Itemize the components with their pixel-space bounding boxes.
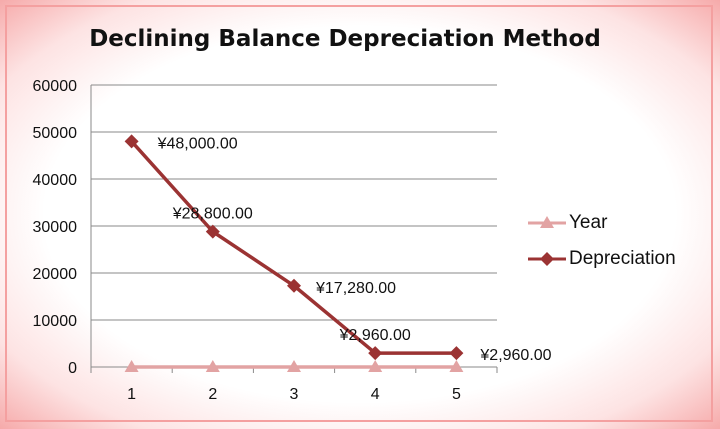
data-label: ¥28,800.00: [172, 206, 253, 223]
data-point-year: [287, 360, 301, 372]
legend-item-depreciation: Depreciation: [526, 241, 676, 277]
x-tick-label: 5: [452, 386, 461, 403]
legend-label-year: Year: [569, 212, 608, 233]
data-point-depreciation: [124, 134, 139, 149]
x-tick-label: 3: [290, 386, 299, 403]
data-label: ¥17,280.00: [315, 280, 396, 297]
y-tick-label: 0: [68, 360, 77, 377]
y-tick-label: 30000: [33, 219, 78, 236]
data-point-year: [368, 360, 383, 372]
y-tick-label: 10000: [33, 313, 78, 330]
y-tick-label: 50000: [33, 125, 78, 142]
chart-border: [5, 5, 713, 422]
legend-item-year: Year: [526, 205, 676, 241]
data-point-year: [449, 360, 464, 372]
legend: Year Depreciation: [526, 205, 676, 277]
y-tick-label: 40000: [33, 172, 78, 189]
x-tick-label: 2: [208, 386, 217, 403]
x-tick-label: 1: [127, 386, 136, 403]
legend-swatch-depreciation: [526, 249, 568, 269]
data-point-year: [205, 360, 220, 372]
chart-title: Declining Balance Depreciation Method: [89, 26, 601, 52]
data-point-depreciation: [205, 224, 220, 239]
data-point-depreciation: [368, 346, 383, 361]
data-point-depreciation: [449, 346, 464, 361]
legend-swatch-year: [526, 213, 568, 233]
data-point-year: [124, 360, 139, 372]
x-tick-label: 4: [371, 386, 380, 403]
legend-label-depreciation: Depreciation: [569, 248, 676, 269]
data-label: ¥48,000.00: [157, 135, 238, 152]
series-line-depreciation: [130, 140, 457, 355]
y-tick-label: 60000: [33, 78, 78, 95]
data-point-depreciation: [287, 278, 301, 293]
y-tick-label: 20000: [33, 266, 78, 283]
data-label: ¥2,960.00: [339, 327, 411, 344]
data-label: ¥2,960.00: [479, 347, 551, 364]
